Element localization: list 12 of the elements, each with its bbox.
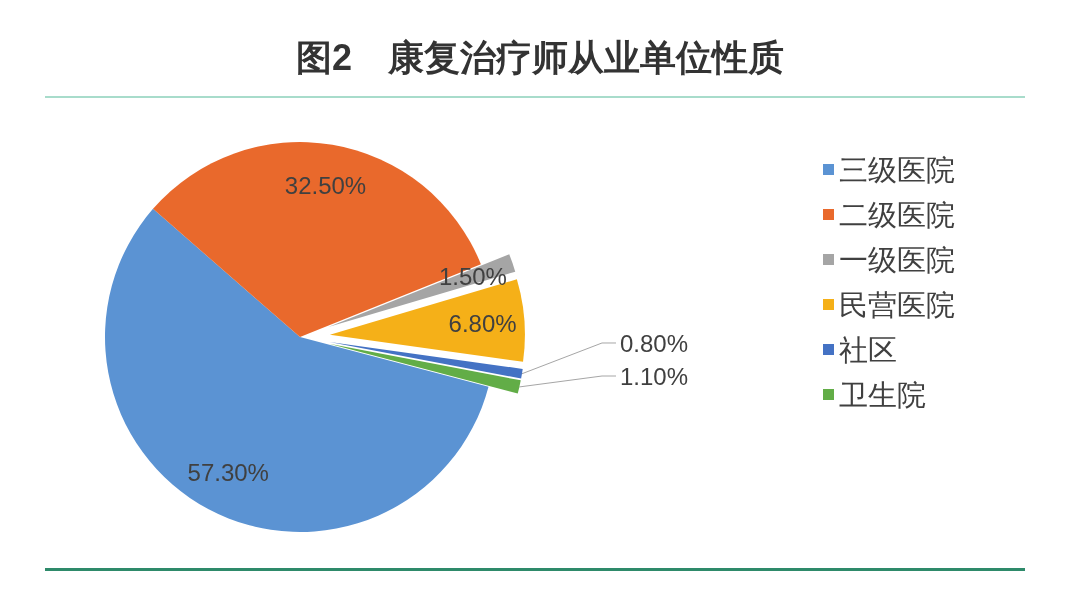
data-label: 1.10% xyxy=(620,362,689,390)
chart-title: 图2 康复治疗师从业单位性质 xyxy=(295,36,785,78)
legend-label: 二级医院 xyxy=(839,198,955,231)
legend-label: 民营医院 xyxy=(839,288,955,321)
data-label: 6.80% xyxy=(448,309,517,337)
legend-label: 社区 xyxy=(839,333,897,366)
data-label: 57.30% xyxy=(187,458,269,486)
data-label: 32.50% xyxy=(284,172,367,200)
legend-label: 三级医院 xyxy=(839,153,955,186)
legend-label: 一级医院 xyxy=(839,243,955,276)
data-label: 0.80% xyxy=(620,329,689,357)
legend-label: 卫生院 xyxy=(839,378,926,411)
